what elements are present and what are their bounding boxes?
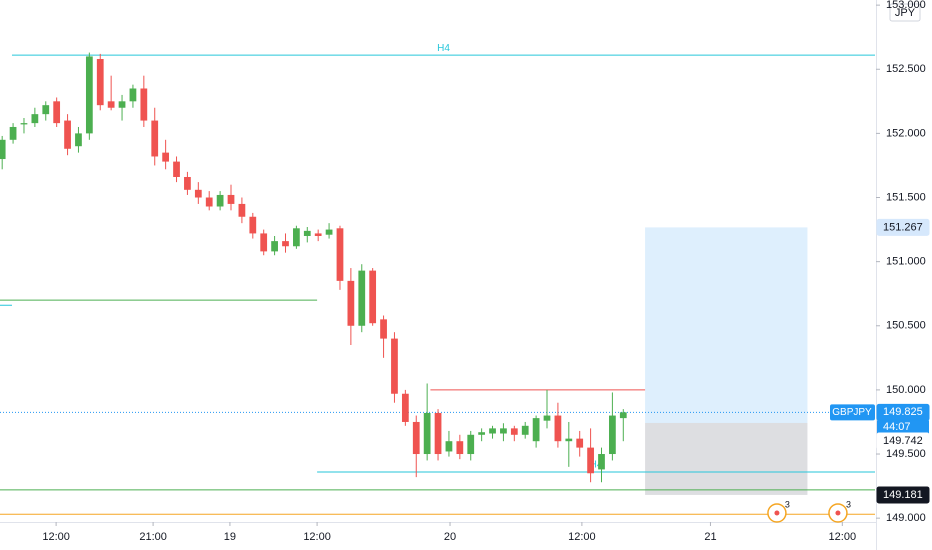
currency-box[interactable] <box>889 3 921 22</box>
candle-body <box>107 101 115 108</box>
target-price-tag-bg <box>876 218 930 236</box>
candle-body <box>434 412 442 455</box>
candle-body <box>532 418 540 442</box>
entry-price-tag-bg <box>876 432 930 450</box>
candle-body <box>216 194 224 207</box>
symbol-tag-bg <box>830 404 875 421</box>
candle-body <box>282 241 289 247</box>
candle-body <box>598 454 605 470</box>
candle-body <box>85 56 93 134</box>
candle-body <box>20 123 28 125</box>
x-tick-label: 19 <box>224 531 236 543</box>
candle-body <box>445 441 453 452</box>
candle-body <box>478 432 486 435</box>
y-tick-label: 149.000 <box>886 512 926 524</box>
y-tick-label: 153.000 <box>886 0 926 11</box>
candle-body <box>401 393 409 422</box>
candle-body <box>543 415 551 421</box>
y-tick-label: 150.500 <box>886 320 926 332</box>
y-tick-label: 152.000 <box>886 127 926 139</box>
candle-body <box>576 438 584 448</box>
countdown-bg <box>877 420 929 435</box>
candle-body <box>184 176 191 190</box>
event-dot <box>774 510 780 516</box>
candle-body <box>238 203 246 217</box>
candle-body <box>53 101 61 124</box>
candle-body <box>249 216 257 234</box>
candle-body <box>205 197 213 207</box>
candle-body <box>227 194 235 204</box>
candle-body <box>456 441 464 455</box>
y-tick-label: 151.500 <box>886 191 926 203</box>
candle-body <box>0 139 6 160</box>
candle-body <box>489 428 496 434</box>
candle-body <box>31 114 39 124</box>
x-tick-label: 12:00 <box>568 531 596 543</box>
candle-body <box>194 189 202 198</box>
x-tick-label: 21:00 <box>139 531 167 543</box>
candle-body <box>358 270 366 326</box>
candle-body <box>619 412 627 419</box>
last-price-tag: 149.825 <box>883 406 923 418</box>
y-tick-label: 149.500 <box>886 448 926 460</box>
y-tick-label: 151.000 <box>886 256 926 268</box>
x-tick-label: 12:00 <box>303 531 331 543</box>
candle-body <box>173 161 180 177</box>
candle-body <box>9 126 17 140</box>
candle-body <box>587 447 594 474</box>
candle-body <box>293 228 300 247</box>
candle-body <box>565 438 573 442</box>
event-count: 3 <box>785 499 790 509</box>
level-label: H4 <box>437 43 450 54</box>
level-label: H4 <box>590 460 603 471</box>
candle-body <box>260 233 268 252</box>
candle-body <box>314 233 322 236</box>
candle-body <box>271 241 278 252</box>
target-zone <box>645 227 808 423</box>
candle-body <box>554 415 562 442</box>
candle-body <box>118 101 126 108</box>
candle-body <box>609 415 616 455</box>
symbol-tag: GBPJPY <box>832 407 872 418</box>
stop-price-tag: 149.181 <box>883 489 923 501</box>
candle-body <box>325 229 333 235</box>
candle-body <box>380 319 387 339</box>
candle-body <box>391 338 398 394</box>
candle-body <box>303 230 311 236</box>
stop-zone <box>645 422 808 495</box>
candle-body <box>467 434 475 455</box>
candle-body <box>64 120 71 149</box>
currency-label[interactable]: JPY <box>895 7 916 19</box>
candle-body <box>412 421 420 455</box>
entry-price-tag: 149.742 <box>883 435 923 447</box>
event-count: 3 <box>846 499 851 509</box>
candle-body <box>510 428 518 435</box>
candle-body <box>151 120 159 157</box>
target-price-tag: 151.267 <box>883 221 923 233</box>
candle-body <box>336 228 344 281</box>
y-tick-label: 150.000 <box>886 384 926 396</box>
stop-price-tag-bg <box>876 486 930 504</box>
candle-body <box>96 58 104 106</box>
candle-body <box>500 428 507 434</box>
candle-body <box>369 270 377 324</box>
x-tick-label: 21 <box>704 531 716 543</box>
countdown: 44:07 <box>883 421 911 433</box>
candle-body <box>347 280 355 326</box>
candle-body <box>129 88 137 102</box>
candle-body <box>162 152 170 162</box>
x-tick-label: 12:00 <box>829 531 857 543</box>
x-tick-label: 12:00 <box>42 531 70 543</box>
event-dot <box>835 510 841 516</box>
x-tick-label: 20 <box>444 531 456 543</box>
y-tick-label: 152.500 <box>886 63 926 75</box>
candle-body <box>521 425 529 435</box>
candle-body <box>423 412 431 455</box>
candle-body <box>140 88 148 121</box>
candle-body <box>42 105 50 115</box>
candle-body <box>75 133 82 147</box>
